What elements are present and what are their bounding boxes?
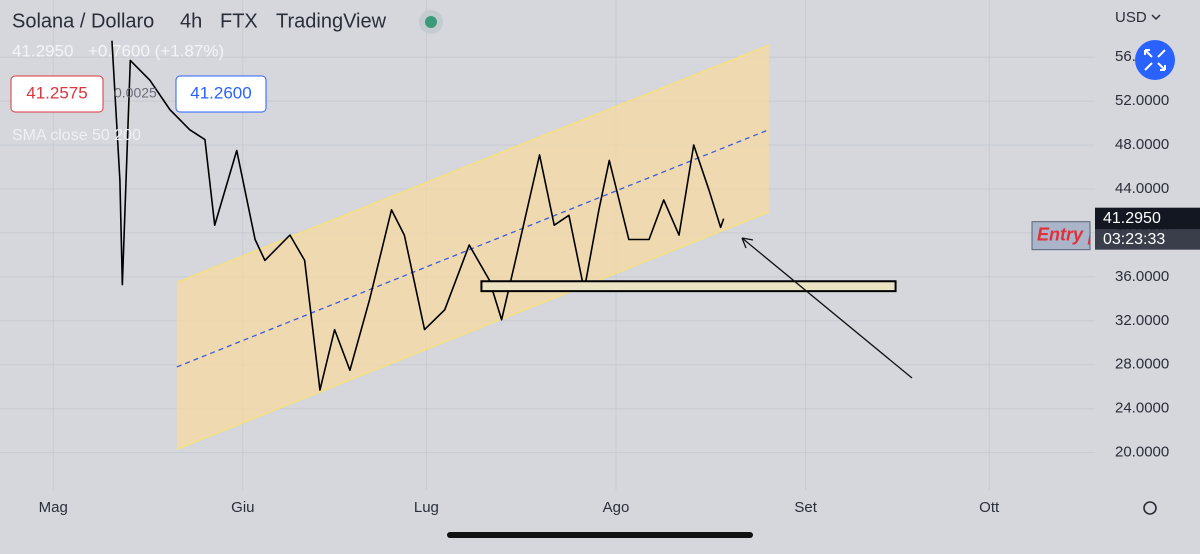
countdown-label: 03:23:33 — [1103, 231, 1165, 248]
bid: 41.2575 — [26, 83, 87, 102]
x-tick-label: Ago — [603, 499, 630, 516]
y-tick-label: 44.0000 — [1115, 180, 1169, 197]
entry-label: Entry p — [1037, 224, 1099, 244]
ask: 41.2600 — [190, 83, 251, 102]
currency-chevron — [1151, 14, 1161, 21]
price-line — [111, 40, 725, 391]
entry-box — [1031, 221, 1091, 251]
y-tick-label: 36.0000 — [1115, 268, 1169, 285]
support-zone — [480, 280, 897, 293]
last-price-label: 41.2950 — [1103, 210, 1161, 227]
arrow-head — [741, 237, 754, 249]
interval: 4h — [180, 10, 202, 32]
settings-icon[interactable] — [1143, 501, 1157, 515]
x-tick-label: Ott — [979, 499, 1000, 516]
buy-button[interactable] — [175, 75, 267, 113]
last-price: 41.2950 — [12, 41, 73, 60]
scale-icon — [1144, 49, 1166, 71]
sell-button[interactable] — [10, 75, 104, 113]
y-tick-label: 24.0000 — [1115, 400, 1169, 417]
y-tick-label: 28.0000 — [1115, 356, 1169, 373]
arrow — [741, 237, 913, 379]
x-tick-label: Mag — [39, 499, 68, 516]
source: TradingView — [276, 10, 387, 32]
channel-middle — [176, 129, 770, 368]
status-dot — [425, 16, 437, 28]
change: +0.7600 (+1.87%) — [88, 41, 224, 60]
x-tick-label: Giu — [231, 499, 254, 516]
channel-upper — [176, 44, 770, 283]
last-price-tag — [1095, 207, 1200, 230]
home-indicator — [447, 532, 753, 538]
indicator: SMA close 50 200 — [12, 127, 141, 144]
plot — [111, 40, 897, 450]
channel-fill — [176, 45, 769, 450]
spread: 0.0025 — [114, 85, 157, 101]
scale-button[interactable] — [1135, 40, 1175, 80]
exchange: FTX — [220, 10, 258, 32]
channel-lower — [176, 211, 770, 450]
y-tick-label: 52.0000 — [1115, 92, 1169, 109]
currency[interactable]: USD — [1115, 9, 1147, 26]
y-tick-label: 48.0000 — [1115, 136, 1169, 153]
symbol: Solana / Dollaro — [12, 10, 154, 32]
x-tick-label: Set — [794, 499, 817, 516]
y-tick-label: 32.0000 — [1115, 312, 1169, 329]
x-tick-label: Lug — [414, 499, 439, 516]
countdown-tag — [1095, 229, 1200, 250]
y-tick-label: 20.0000 — [1115, 444, 1169, 461]
